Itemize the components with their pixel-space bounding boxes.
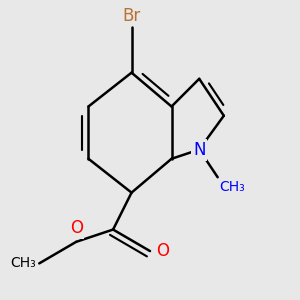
Text: N: N — [193, 141, 206, 159]
Text: CH₃: CH₃ — [219, 180, 245, 194]
Text: CH₃: CH₃ — [11, 256, 36, 270]
Text: O: O — [70, 219, 83, 237]
Text: Br: Br — [122, 7, 141, 25]
Text: O: O — [156, 242, 169, 260]
